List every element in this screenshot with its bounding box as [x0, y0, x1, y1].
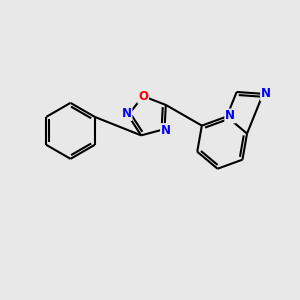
Text: N: N	[161, 124, 171, 137]
Text: O: O	[138, 90, 148, 103]
Text: N: N	[261, 87, 271, 100]
Text: N: N	[122, 107, 131, 120]
Text: N: N	[225, 110, 235, 122]
